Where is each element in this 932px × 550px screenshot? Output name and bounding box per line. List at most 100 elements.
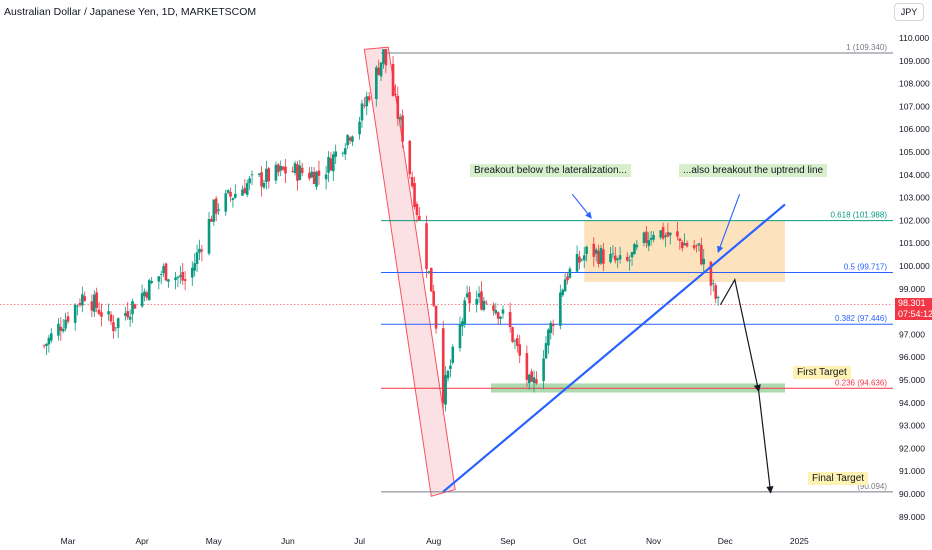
candle-body <box>343 148 347 155</box>
candle-body <box>291 171 294 172</box>
candle-body <box>580 259 584 261</box>
candle-body <box>449 365 452 370</box>
candle-body <box>649 237 653 240</box>
candle-body <box>413 183 416 208</box>
candle-body <box>226 190 230 193</box>
candle-body <box>384 49 388 66</box>
candle-body <box>396 95 400 119</box>
candle-body <box>277 164 280 173</box>
candle-body <box>61 328 65 332</box>
candle-body <box>257 173 261 175</box>
candle-body <box>179 275 182 277</box>
x-tick-label: Jul <box>354 536 365 546</box>
candle-body <box>559 292 562 326</box>
y-tick-label: 100.000 <box>899 261 930 271</box>
annotation-final-target: Final Target <box>808 472 869 485</box>
candle-body <box>308 172 311 179</box>
pointer-arrow-trend <box>717 193 741 253</box>
candle-body <box>585 246 588 254</box>
candle-body <box>666 232 670 237</box>
y-tick-label: 95.000 <box>899 375 925 385</box>
candle-body <box>680 241 684 249</box>
candle-body <box>496 312 500 319</box>
candle-body <box>210 218 213 222</box>
candle-body <box>260 172 263 187</box>
candle-body <box>652 234 655 240</box>
candle-body <box>131 301 134 315</box>
x-tick-label: Dec <box>718 536 734 546</box>
y-tick-label: 109.000 <box>899 56 930 66</box>
y-tick-label: 103.000 <box>899 193 930 203</box>
y-tick-label: 102.000 <box>899 215 930 225</box>
candle-body <box>549 322 553 334</box>
candle-body <box>683 243 686 246</box>
candle-body <box>200 249 204 252</box>
candle-body <box>513 340 517 342</box>
candle-body <box>92 294 96 312</box>
candle-body <box>382 49 385 64</box>
candle-body <box>602 249 605 264</box>
candle-body <box>365 96 369 107</box>
candle-body <box>542 358 545 382</box>
candle-body <box>432 291 435 306</box>
x-tick-label: Nov <box>646 536 662 546</box>
candle-body <box>527 374 531 384</box>
annotation-first-target: First Target <box>793 366 851 379</box>
candle-body <box>563 279 567 292</box>
candle-body <box>298 165 302 180</box>
candle-body <box>324 174 328 180</box>
candle-body <box>109 314 113 322</box>
candle-body <box>712 283 715 285</box>
x-tick-label: Apr <box>135 536 148 546</box>
candle-body <box>611 253 615 255</box>
y-tick-label: 93.000 <box>899 421 925 431</box>
candle-body <box>692 245 696 249</box>
candle-body <box>195 252 199 265</box>
annotation-breakout-lateral: Breakout below the lateralization... <box>470 164 631 177</box>
candle-body <box>76 305 79 307</box>
candle-body <box>59 326 63 331</box>
candle-body <box>685 242 689 247</box>
y-tick-label: 97.000 <box>899 329 925 339</box>
candle-body <box>348 137 352 141</box>
candle-body <box>468 292 471 304</box>
candle-body <box>143 291 146 297</box>
candle-body <box>331 154 335 172</box>
candle-body <box>415 203 419 216</box>
candle-body <box>391 63 395 96</box>
drop-channel <box>363 46 456 497</box>
candle-body <box>147 280 151 301</box>
candle-body <box>398 117 402 120</box>
y-tick-label: 110.000 <box>899 33 929 43</box>
candle-body <box>408 140 412 175</box>
candle-body <box>243 187 247 194</box>
x-tick-label: 2025 <box>790 536 809 546</box>
x-tick-label: Jun <box>281 536 295 546</box>
candle-body <box>42 345 46 347</box>
candle-body <box>214 198 218 214</box>
y-tick-label: 104.000 <box>899 170 930 180</box>
uptrend-line <box>442 203 786 493</box>
fib-level-label: 0.618 (101.988) <box>831 211 888 220</box>
candle-body <box>379 62 383 77</box>
candle-body <box>193 263 196 271</box>
candle-body <box>575 254 579 272</box>
candle-body <box>231 198 235 201</box>
candle-body <box>427 271 431 273</box>
candle-body <box>492 305 495 311</box>
candle-body <box>525 353 529 380</box>
y-tick-label: 106.000 <box>899 124 930 134</box>
candle-body <box>97 309 101 315</box>
candle-body <box>501 309 505 314</box>
candle-body <box>150 281 153 284</box>
candle-body <box>678 238 682 241</box>
candle-body <box>446 370 450 379</box>
candle-body <box>461 321 464 327</box>
y-tick-label: 105.000 <box>899 147 930 157</box>
candle-body <box>334 151 337 157</box>
candle-body <box>465 293 469 298</box>
candle-body <box>296 164 299 181</box>
currency-button[interactable]: JPY <box>894 3 924 21</box>
candle-body <box>358 121 361 135</box>
candle-body <box>582 255 586 261</box>
